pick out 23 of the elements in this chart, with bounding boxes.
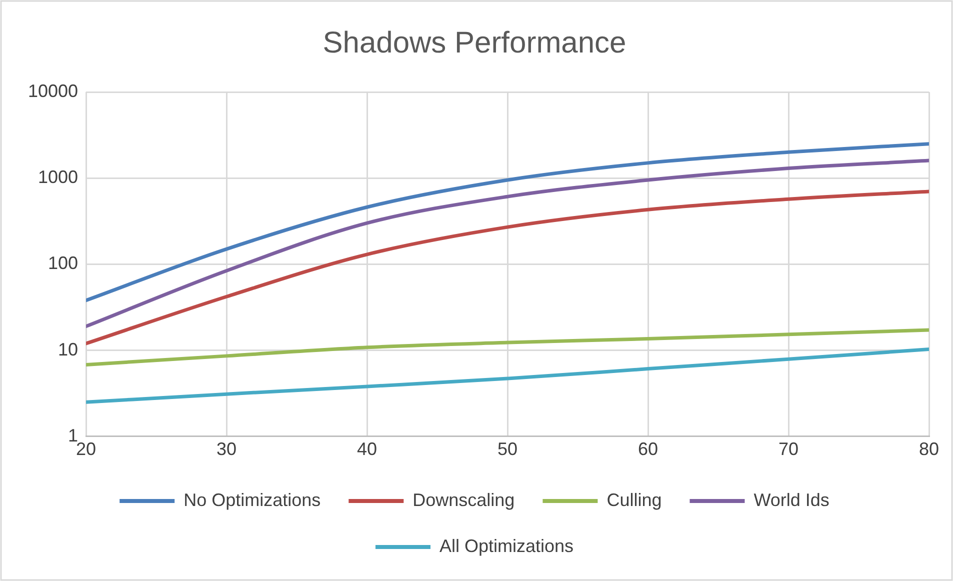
y-tick-label: 10: [58, 339, 78, 360]
x-tick-label: 60: [638, 439, 658, 460]
legend-label: Culling: [606, 490, 662, 510]
y-tick-label: 100: [48, 253, 78, 274]
line-series: [86, 190, 929, 346]
x-tick-label: 30: [216, 439, 237, 460]
line-series: [86, 328, 929, 366]
y-tick-label: 1: [68, 425, 78, 446]
x-tick-label: 50: [498, 439, 518, 460]
legend-label: No Optimizations: [184, 490, 321, 510]
line-series: [86, 142, 929, 302]
x-tick-label: 40: [357, 439, 378, 460]
x-tick-label: 80: [918, 439, 940, 460]
legend-label: All Optimizations: [439, 536, 574, 556]
legend-label: World Ids: [754, 490, 830, 510]
y-tick-label: 1000: [38, 167, 78, 188]
chart-title: Shadows Performance: [322, 26, 626, 60]
line-series: [86, 158, 929, 328]
legend-label: Downscaling: [412, 490, 515, 510]
y-tick-label: 10000: [28, 80, 78, 101]
x-tick-label: 20: [76, 439, 96, 460]
x-tick-label: 70: [778, 439, 799, 460]
line-series: [86, 347, 929, 404]
